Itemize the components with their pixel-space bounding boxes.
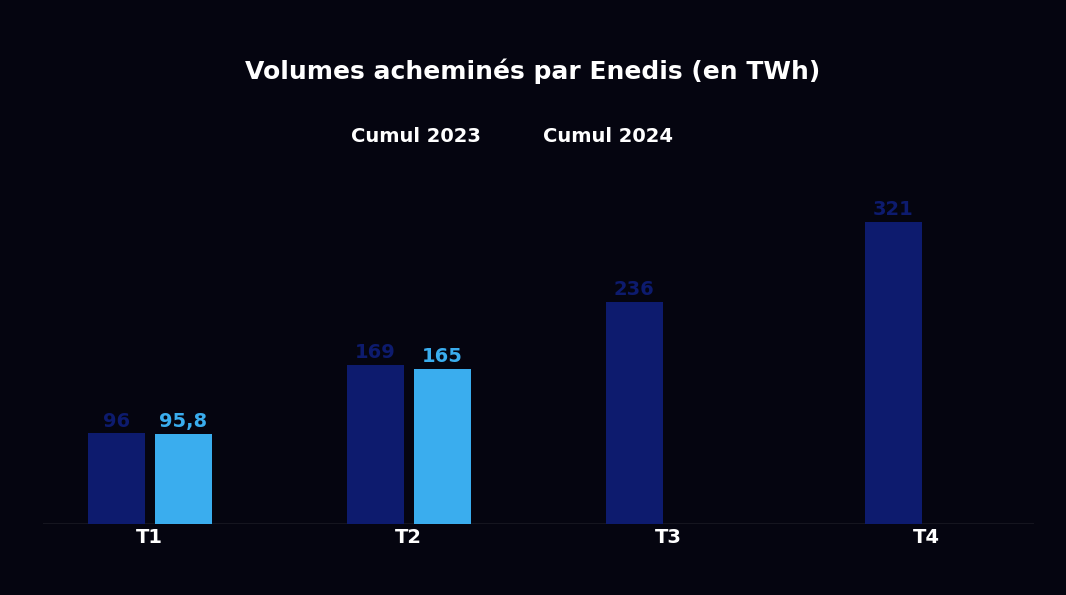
Bar [155, 434, 212, 524]
Bar [87, 433, 145, 524]
Text: 95,8: 95,8 [160, 412, 208, 431]
Text: Volumes acheminés par Enedis (en TWh): Volumes acheminés par Enedis (en TWh) [245, 59, 821, 84]
Bar [414, 368, 471, 524]
Bar [605, 302, 663, 524]
Text: 236: 236 [614, 280, 655, 299]
Text: 165: 165 [422, 347, 463, 366]
Bar [865, 222, 922, 524]
Text: Cumul 2023: Cumul 2023 [351, 127, 481, 146]
Bar [346, 365, 404, 524]
Text: 321: 321 [873, 200, 914, 219]
Text: 96: 96 [102, 412, 130, 431]
Text: 169: 169 [355, 343, 395, 362]
Text: Cumul 2024: Cumul 2024 [543, 127, 673, 146]
